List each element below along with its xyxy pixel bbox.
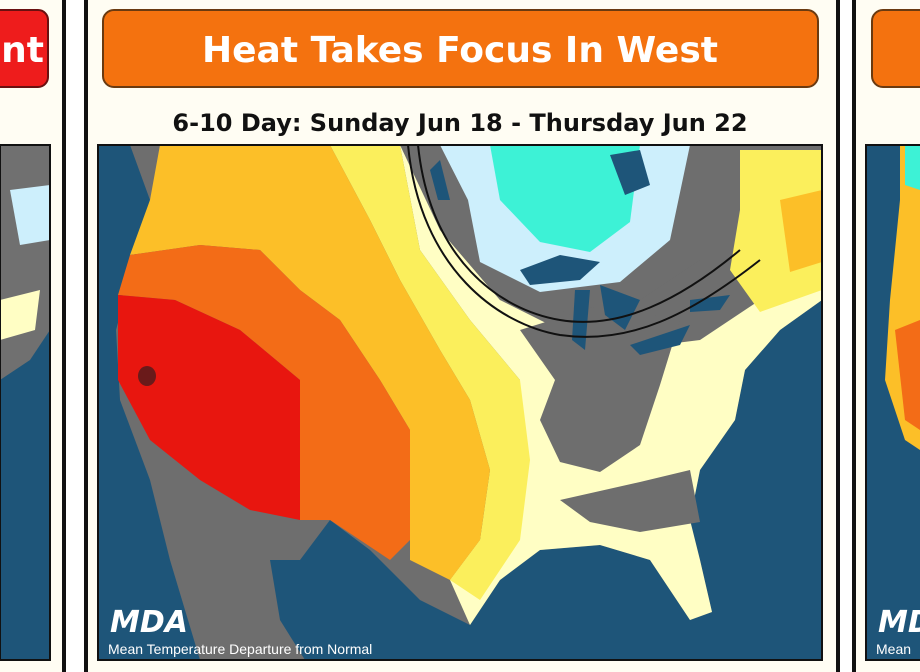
map-caption: Mean	[876, 641, 911, 657]
lake	[520, 255, 600, 285]
anomaly-hot	[118, 245, 410, 560]
lake	[572, 290, 590, 350]
map-border	[97, 144, 823, 661]
header-subtitle: 6-10 Day: Sunday Jun 18 - Thursday Jun 2…	[172, 109, 747, 137]
panel-divider	[852, 0, 856, 672]
map	[98, 145, 822, 660]
anomaly-warm	[330, 145, 530, 600]
anomaly-warmer	[780, 190, 822, 272]
panel-divider	[62, 0, 66, 672]
anomaly-warm	[730, 150, 822, 312]
header-box	[102, 9, 819, 88]
lake	[610, 150, 650, 195]
logo: MDA	[878, 605, 920, 640]
map-border	[0, 144, 51, 661]
right-map	[866, 145, 920, 660]
lake	[430, 160, 450, 200]
anomaly-coldest	[905, 145, 920, 190]
map-border	[865, 144, 920, 661]
map-caption: Mean Temperature Departure from Normal	[108, 641, 372, 657]
header-box	[871, 9, 920, 88]
contour	[407, 145, 761, 338]
anomaly-hottest	[118, 295, 300, 520]
left-map	[0, 145, 50, 660]
anomaly-hot	[895, 320, 920, 430]
left-panel: nt	[0, 0, 62, 672]
header-title: nt	[1, 30, 44, 71]
lake	[690, 295, 730, 312]
anomaly-cool	[560, 470, 700, 532]
header-box	[0, 9, 49, 88]
right-panel: MDA Mean	[856, 0, 920, 672]
lake	[630, 325, 690, 355]
anomaly-warmer	[130, 145, 490, 580]
anomaly-peak	[138, 366, 156, 386]
logo: MDA	[110, 605, 188, 640]
anomaly-area	[0, 290, 40, 340]
panel-divider	[84, 0, 88, 672]
header-title: Heat Takes Focus In West	[202, 30, 718, 71]
main-panel: Heat Takes Focus In West 6-10 Day: Sunda…	[88, 0, 836, 672]
anomaly-coldest	[490, 145, 640, 252]
panel-divider	[836, 0, 840, 672]
anomaly-area	[10, 185, 50, 245]
contour	[417, 145, 741, 323]
